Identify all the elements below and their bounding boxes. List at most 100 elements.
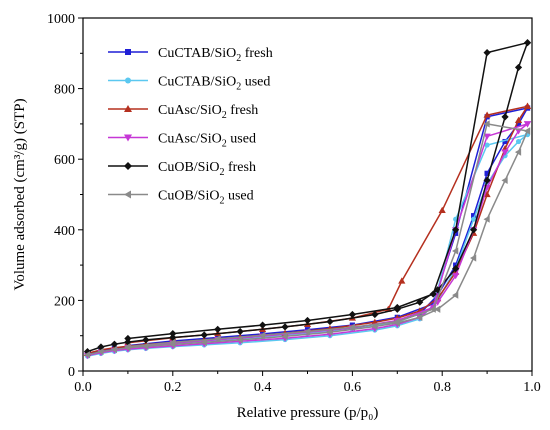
data-point <box>471 216 477 222</box>
data-point <box>483 48 491 57</box>
data-point <box>259 321 267 329</box>
legend-label: CuOB/SiO2 fresh <box>158 160 256 178</box>
y-axis: 0 200 400 600 800 1000 <box>47 12 83 380</box>
data-point <box>501 176 508 184</box>
data-point <box>236 336 243 344</box>
data-point <box>523 102 532 109</box>
legend-item: CuCTAB/SiO2 fresh <box>108 46 273 64</box>
data-point <box>483 176 491 184</box>
data-point <box>484 170 490 176</box>
y-tick-label: 1000 <box>47 12 75 27</box>
data-point <box>501 149 509 156</box>
legend-label: CuCTAB/SiO2 fresh <box>158 46 273 64</box>
data-point <box>398 277 406 284</box>
data-point <box>514 116 523 123</box>
data-point <box>142 336 150 344</box>
data-point <box>452 265 460 273</box>
legend-swatch-marker <box>125 77 131 84</box>
plot-area <box>83 39 532 360</box>
data-point <box>515 138 522 145</box>
legend: CuCTAB/SiO2 fresh CuCTAB/SiO2 used CuAsc/S… <box>108 46 273 207</box>
data-point <box>452 226 460 234</box>
data-point <box>303 327 311 336</box>
legend-swatch-marker <box>124 190 131 199</box>
data-point <box>523 121 532 128</box>
data-point <box>393 317 400 326</box>
legend-item: CuOB/SiO2 fresh <box>108 160 256 178</box>
data-point <box>281 332 288 341</box>
legend-swatch-marker <box>124 105 132 112</box>
legend-item: CuCTAB/SiO2 used <box>108 75 270 93</box>
data-point <box>515 121 522 127</box>
series-5 <box>83 39 532 356</box>
data-point <box>348 323 355 331</box>
legend-label: CuCTAB/SiO2 used <box>158 75 270 93</box>
data-point <box>483 215 490 223</box>
legend-label: CuOB/SiO2 used <box>158 189 254 207</box>
data-point <box>483 120 490 128</box>
y-tick-label: 400 <box>54 224 75 239</box>
data-point <box>326 317 334 326</box>
data-point <box>214 335 221 343</box>
data-point <box>471 213 477 219</box>
data-point <box>483 190 491 198</box>
data-point <box>429 290 437 298</box>
data-point <box>371 310 379 319</box>
data-point <box>97 347 104 356</box>
y-axis-title: Volume adsorbed (cm³/g) (STP) <box>12 98 28 290</box>
data-point <box>452 273 460 280</box>
y-tick-label: 800 <box>54 83 75 98</box>
y-tick-label: 0 <box>68 365 75 380</box>
data-point <box>502 138 508 145</box>
legend-item: CuAsc/SiO2 used <box>108 132 256 150</box>
x-tick-label: 0.2 <box>164 380 182 395</box>
data-point <box>514 148 522 156</box>
series-6-adsorption-line <box>87 130 529 356</box>
legend-item: CuOB/SiO2 used <box>108 189 254 207</box>
data-point <box>124 334 132 343</box>
data-point <box>200 331 208 339</box>
data-point <box>523 39 532 47</box>
data-point <box>169 338 176 347</box>
data-point <box>393 303 401 312</box>
data-point <box>281 323 289 331</box>
x-tick-label: 0.0 <box>74 380 92 395</box>
x-axis: 0.0 0.2 0.4 0.6 0.8 1.0 <box>74 371 541 395</box>
data-point <box>110 345 118 354</box>
series-4-adsorption-line <box>87 123 528 357</box>
y-tick-label: 200 <box>54 294 75 309</box>
data-point <box>484 142 490 148</box>
data-point <box>326 328 333 336</box>
data-point <box>514 63 523 72</box>
data-point <box>83 351 91 359</box>
data-point <box>470 254 477 262</box>
legend-item: CuAsc/SiO2 fresh <box>108 103 258 121</box>
x-tick-label: 0.4 <box>254 380 272 395</box>
data-point <box>303 316 312 325</box>
data-point <box>434 305 441 313</box>
x-tick-label: 1.0 <box>523 380 541 395</box>
data-point <box>124 343 131 351</box>
data-point <box>83 347 92 356</box>
data-point <box>110 340 119 348</box>
data-point <box>214 325 222 333</box>
legend-label: CuAsc/SiO2 fresh <box>158 103 258 121</box>
legend-swatch-marker <box>124 134 132 142</box>
data-point <box>236 327 244 336</box>
data-point <box>452 291 459 299</box>
legend-swatch-marker <box>124 162 132 170</box>
legend-swatch-marker <box>125 49 131 55</box>
y-tick-label: 600 <box>54 153 75 168</box>
x-axis-title: Relative pressure (p/p₀) <box>237 405 379 421</box>
data-point <box>348 310 356 319</box>
data-point <box>438 206 446 213</box>
series-6 <box>83 120 531 359</box>
data-point <box>483 133 491 140</box>
data-point <box>97 343 105 351</box>
data-point <box>169 333 177 342</box>
data-point <box>523 127 531 135</box>
data-point <box>416 313 423 321</box>
data-point <box>501 113 509 121</box>
data-point <box>470 226 478 234</box>
